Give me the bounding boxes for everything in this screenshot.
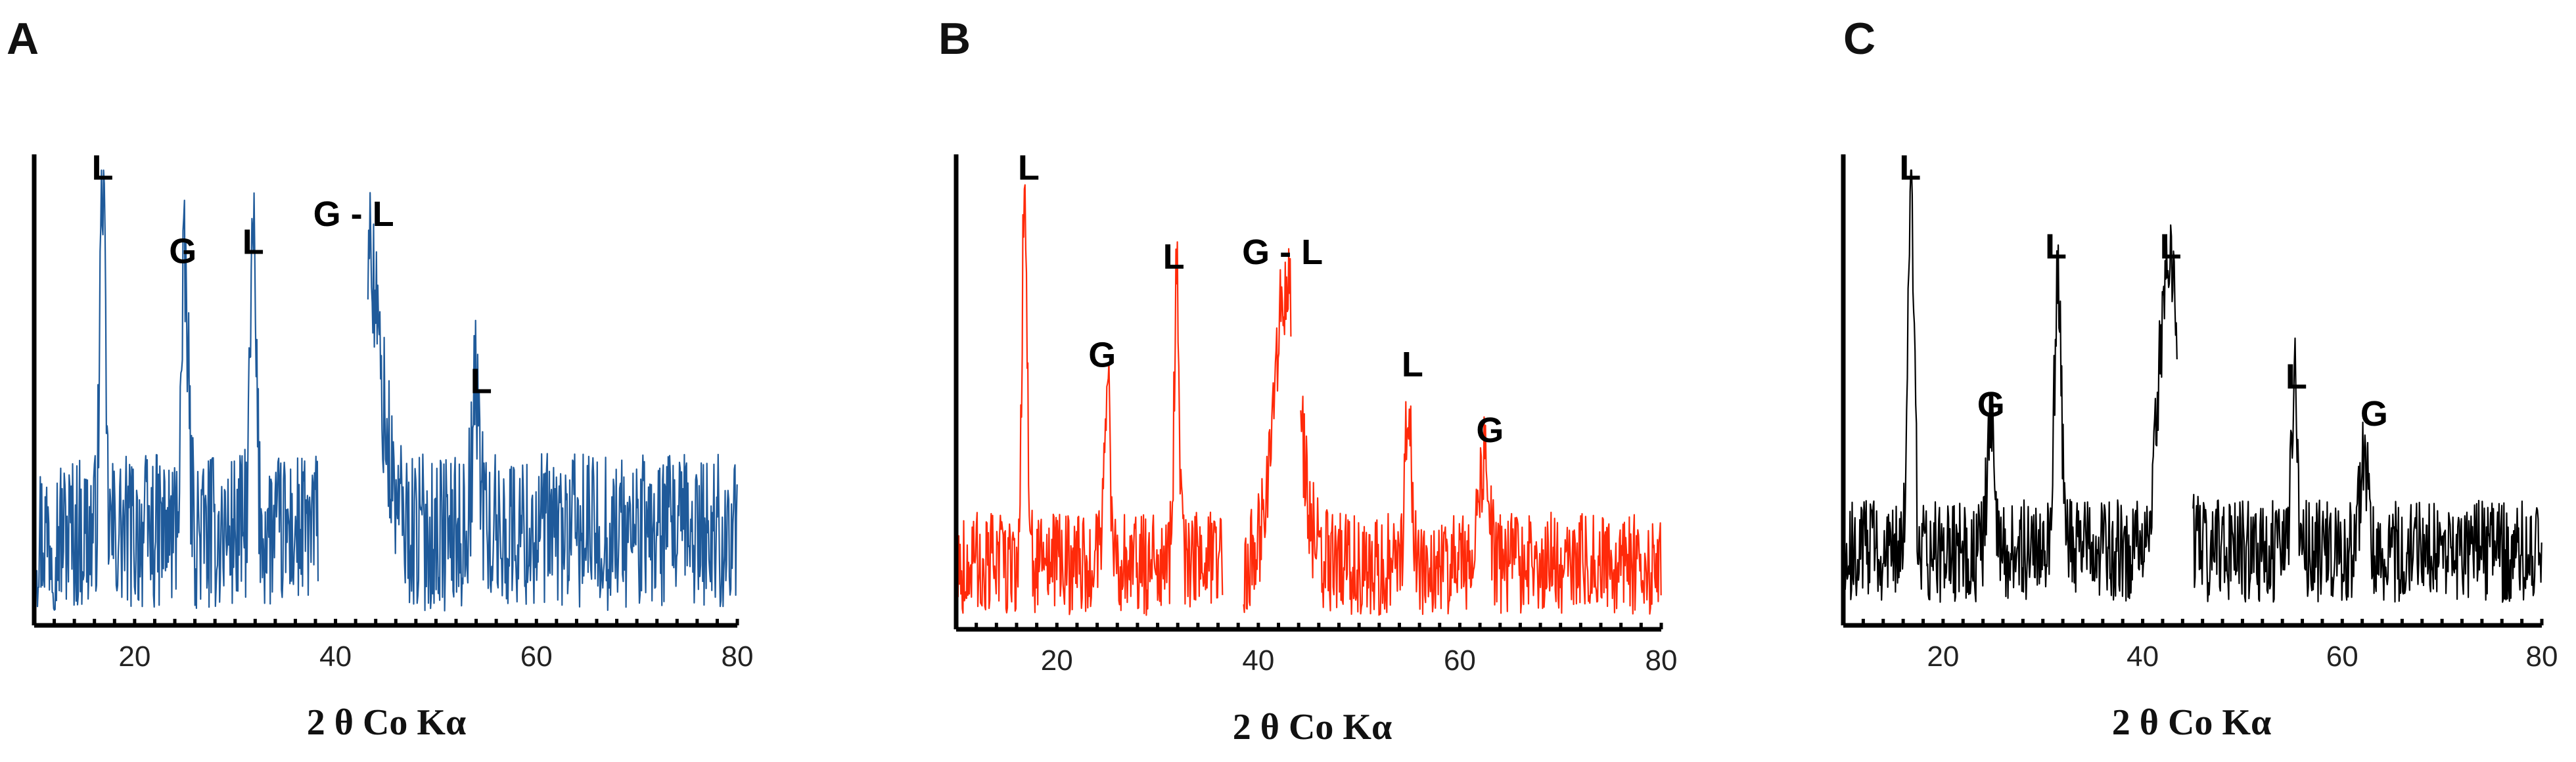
panel-letter: A [7,14,39,64]
pattern-trace [955,184,1662,616]
x-axis-title: 2 θ Co Kα [307,702,466,743]
x-tick-label: 20 [1041,644,1073,677]
peak-label: G [169,232,196,271]
peak-label: G - L [1242,233,1323,272]
x-tick-label: 40 [319,640,352,673]
x-tick-label: 60 [2326,640,2358,673]
x-axis-title: 2 θ Co Kα [1233,707,1392,748]
x-axis-title: 2 θ Co Kα [2112,702,2271,743]
peak-label: L [1402,345,1423,384]
peak-label: L [1018,148,1040,188]
peak-label: L [2160,227,2182,266]
peak-label: L [1899,148,1921,187]
x-tick-label: 40 [2127,640,2159,673]
peak-label: G - L [313,194,394,234]
x-tick-label: 80 [722,640,754,673]
peak-label: L [2286,357,2307,396]
panel-c: C 2 θ Co Kα 20 40 60 80 L G L L L G [1841,14,2558,743]
x-tick-label: 60 [1444,644,1476,677]
peak-label: L [1163,237,1185,277]
x-tick-label: 40 [1242,644,1274,677]
panel-b: B 2 θ Co Kα 20 40 60 80 L G L G - L L G [938,14,1677,748]
x-tick-label: 20 [1927,640,1959,673]
panel-letter: C [1843,14,1875,64]
x-tick-label: 20 [118,640,150,673]
x-tick-label: 80 [1645,644,1678,677]
peak-label: L [91,148,113,187]
peak-label: G [1088,336,1116,375]
x-tick-label: 60 [520,640,553,673]
panel-letter: B [938,14,971,64]
panel-a: A 2 θ Co Kα 20 40 60 80 L G L G - L L [7,14,753,743]
peak-label: L [2045,227,2067,266]
peak-label: G [1476,411,1504,450]
peak-label: G [1977,385,2005,424]
peak-label: L [242,222,264,261]
pattern-trace [34,169,738,612]
peak-label: G [2360,394,2388,434]
peak-label: L [471,362,492,401]
x-tick-label: 80 [2526,640,2558,673]
pattern-trace [1843,169,2542,603]
